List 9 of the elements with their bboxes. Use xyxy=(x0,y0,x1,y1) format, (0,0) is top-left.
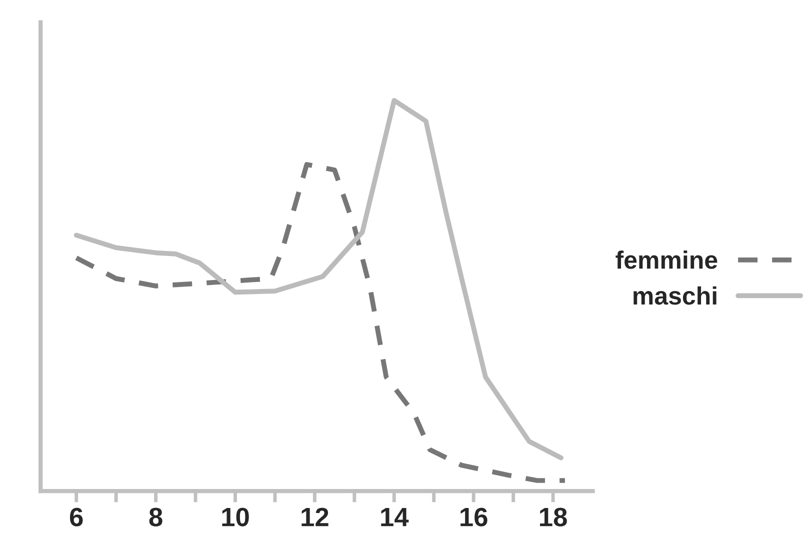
x-tick-label: 12 xyxy=(302,508,328,526)
x-tick-label: 14 xyxy=(381,508,409,526)
x-tick-label: 10 xyxy=(222,508,249,526)
x-tick-label: 18 xyxy=(540,508,567,526)
x-tick-label: 6 xyxy=(70,508,83,526)
x-tick-label: 8 xyxy=(149,508,162,526)
legend-label: maschi xyxy=(634,286,716,305)
x-tick-label: 16 xyxy=(460,508,488,526)
legend-label: femmine xyxy=(616,250,718,269)
